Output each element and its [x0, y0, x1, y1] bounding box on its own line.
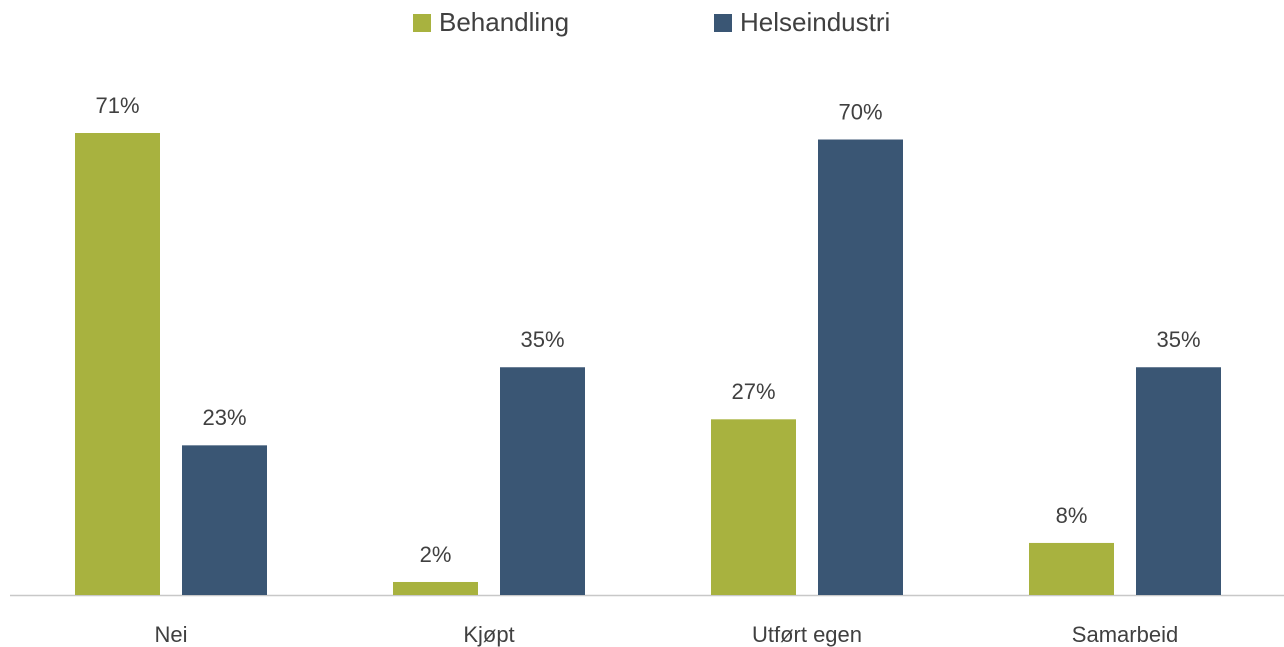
data-label: 70%: [838, 99, 882, 124]
bar: [75, 133, 160, 595]
x-tick-label: Kjøpt: [463, 622, 514, 647]
data-label: 35%: [520, 327, 564, 352]
legend-swatch: [413, 14, 431, 32]
data-label: 2%: [420, 542, 452, 567]
x-tick-label: Nei: [154, 622, 187, 647]
data-label: 27%: [731, 379, 775, 404]
bar: [1136, 367, 1221, 595]
bar: [1029, 542, 1114, 595]
x-tick-label: Utført egen: [752, 622, 862, 647]
bar: [818, 139, 903, 595]
x-tick-label: Samarbeid: [1072, 622, 1178, 647]
bar: [500, 367, 585, 595]
data-label: 8%: [1056, 503, 1088, 528]
data-label: 35%: [1156, 327, 1200, 352]
data-label: 71%: [95, 93, 139, 118]
data-label: 23%: [202, 405, 246, 430]
bar: [393, 581, 478, 595]
bar: [182, 445, 267, 595]
legend-swatch: [714, 14, 732, 32]
legend-label: Behandling: [439, 7, 569, 37]
legend-label: Helseindustri: [740, 7, 890, 37]
bar: [711, 419, 796, 595]
